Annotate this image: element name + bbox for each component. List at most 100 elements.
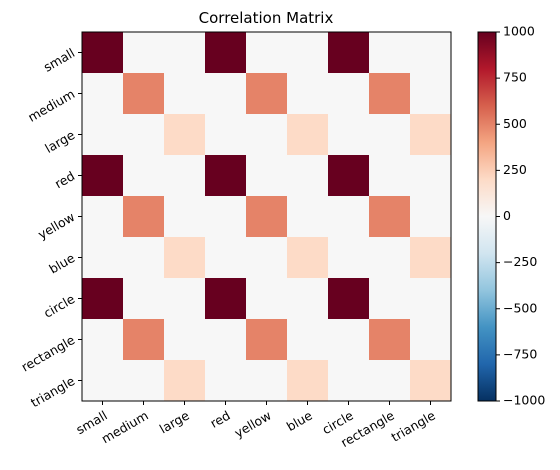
heatmap-cells — [82, 32, 452, 402]
heatmap-cell — [410, 196, 452, 238]
heatmap-cell — [205, 32, 247, 74]
heatmap-cell — [205, 73, 247, 115]
x-tick-label: yellow — [232, 408, 274, 441]
colorbar: 1000 750 500 250 0 −250 −500 −750 −1000 — [477, 24, 545, 408]
heatmap-cell — [205, 237, 247, 279]
x-tick-label: blue — [284, 407, 315, 434]
heatmap-cell — [82, 278, 124, 320]
heatmap-cell — [287, 114, 329, 156]
colorbar-tick-label: −1000 — [503, 393, 545, 408]
heatmap-cell — [246, 237, 288, 279]
heatmap-cell — [123, 360, 165, 402]
heatmap-cell — [410, 73, 452, 115]
heatmap-cell — [123, 237, 165, 279]
heatmap-cell — [123, 155, 165, 197]
heatmap-cell — [205, 114, 247, 156]
heatmap-cell — [410, 319, 452, 361]
x-tick-label: large — [157, 407, 192, 436]
heatmap-cell — [164, 114, 206, 156]
heatmap-cell — [287, 32, 329, 74]
heatmap-cell — [287, 360, 329, 402]
heatmap-cell — [82, 114, 124, 156]
heatmap-cell — [164, 196, 206, 238]
x-tick-label: triangle — [389, 407, 439, 444]
heatmap-cell — [369, 73, 411, 115]
chart-title: Correlation Matrix — [199, 9, 334, 27]
heatmap-cell — [205, 319, 247, 361]
heatmap-cell — [246, 32, 288, 74]
colorbar-tick-label: −750 — [503, 346, 537, 361]
heatmap-cell — [205, 155, 247, 197]
heatmap-cell — [82, 73, 124, 115]
x-tick-label: medium — [99, 408, 151, 447]
y-tick-label: large — [42, 127, 77, 156]
heatmap-cell — [369, 319, 411, 361]
heatmap-cell — [369, 360, 411, 402]
heatmap-cell — [123, 32, 165, 74]
heatmap-cell — [369, 155, 411, 197]
heatmap-cell — [246, 360, 288, 402]
heatmap-cell — [287, 73, 329, 115]
heatmap-cell — [410, 237, 452, 279]
heatmap-cell — [123, 319, 165, 361]
y-tick-label: medium — [25, 86, 77, 125]
heatmap-cell — [246, 278, 288, 320]
heatmap-cell — [328, 73, 370, 115]
heatmap-cell — [82, 360, 124, 402]
heatmap-cell — [82, 319, 124, 361]
heatmap-cell — [164, 319, 206, 361]
colorbar-tick-label: 0 — [503, 208, 511, 223]
heatmap-cell — [205, 278, 247, 320]
colorbar-tick-label: 250 — [503, 162, 527, 177]
y-tick-label: rectangle — [19, 332, 78, 375]
heatmap-cell — [246, 73, 288, 115]
heatmap-cell — [164, 155, 206, 197]
heatmap-cell — [246, 155, 288, 197]
heatmap-cell — [82, 155, 124, 197]
colorbar-tick-label: 750 — [503, 70, 527, 85]
heatmap-cell — [246, 319, 288, 361]
colorbar-tick-label: 1000 — [503, 24, 535, 39]
heatmap-cell — [246, 196, 288, 238]
heatmap-cell — [369, 32, 411, 74]
heatmap-cell — [246, 114, 288, 156]
heatmap-cell — [328, 319, 370, 361]
heatmap-cell — [410, 114, 452, 156]
heatmap-cell — [369, 237, 411, 279]
y-tick-label: red — [52, 168, 77, 191]
heatmap-cell — [328, 237, 370, 279]
heatmap-cell — [410, 360, 452, 402]
y-tick-label: yellow — [35, 209, 77, 242]
heatmap-cell — [82, 237, 124, 279]
heatmap-cell — [287, 196, 329, 238]
heatmap-cell — [205, 360, 247, 402]
x-tick-label: red — [207, 408, 232, 431]
heatmap-cell — [164, 73, 206, 115]
y-tick-label: circle — [41, 291, 78, 321]
heatmap-cell — [328, 196, 370, 238]
heatmap-cell — [369, 114, 411, 156]
heatmap-cell — [287, 237, 329, 279]
heatmap-cell — [410, 278, 452, 320]
heatmap-cell — [82, 32, 124, 74]
heatmap-cell — [328, 32, 370, 74]
heatmap-cell — [287, 319, 329, 361]
y-tick-label: triangle — [28, 373, 78, 410]
heatmap-cell — [164, 237, 206, 279]
heatmap-cell — [123, 73, 165, 115]
colorbar-tick-label: 500 — [503, 116, 527, 131]
heatmap-cell — [328, 360, 370, 402]
heatmap-cell — [82, 196, 124, 238]
y-tick-label: blue — [46, 250, 77, 277]
heatmap-cell — [123, 278, 165, 320]
heatmap-cell — [410, 32, 452, 74]
heatmap-cell — [287, 155, 329, 197]
heatmap-cell — [164, 278, 206, 320]
heatmap-cell — [123, 114, 165, 156]
heatmap-cell — [328, 155, 370, 197]
colorbar-tick-label: −250 — [503, 254, 537, 269]
heatmap-cell — [287, 278, 329, 320]
